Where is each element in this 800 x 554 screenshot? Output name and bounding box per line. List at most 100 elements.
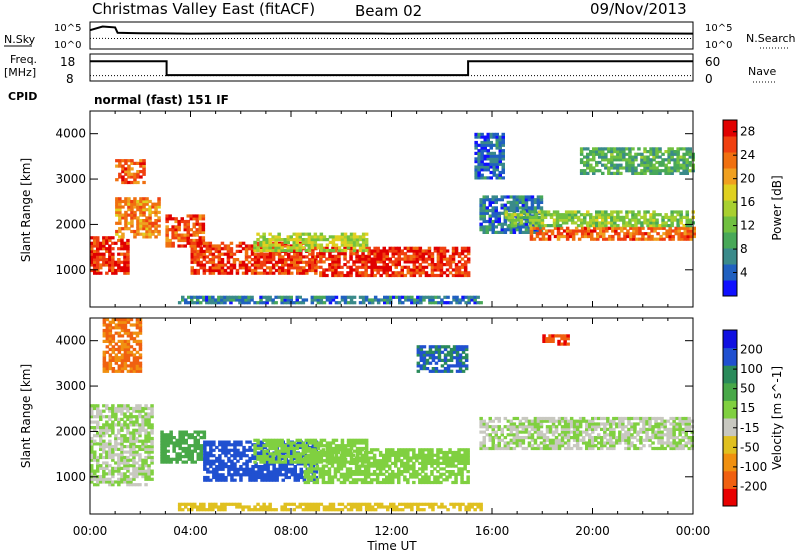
heatmap-cell [370, 252, 374, 256]
heatmap-cell [367, 502, 372, 506]
heatmap-cell [689, 232, 693, 236]
heatmap-cell [492, 160, 496, 164]
heatmap-cell [227, 459, 231, 463]
heatmap-cell [126, 417, 130, 421]
heatmap-cell [118, 208, 122, 212]
heatmap-cell [494, 225, 498, 229]
heatmap-cell [196, 430, 200, 434]
heatmap-cell [682, 147, 686, 151]
heatmap-cell [552, 218, 557, 222]
colorbar-tick-label: 16 [740, 195, 755, 209]
heatmap-cell [321, 480, 326, 485]
heatmap-cell [631, 163, 635, 167]
heatmap-cell [190, 258, 194, 262]
heatmap-cell [373, 260, 377, 264]
heatmap-cell [217, 301, 221, 305]
heatmap-cell [283, 238, 287, 242]
heatmap-cell [336, 470, 341, 474]
heatmap-cell [132, 458, 136, 462]
heatmap-cell [138, 409, 142, 413]
heatmap-cell [489, 162, 493, 166]
heatmap-cell [105, 241, 109, 245]
heatmap-cell [643, 171, 647, 175]
heatmap-cell [498, 146, 502, 150]
y-tick-label: 3000 [55, 172, 86, 186]
heatmap-cell [403, 246, 408, 250]
heatmap-cell [655, 147, 659, 151]
heatmap-cell [301, 460, 306, 464]
heatmap-cell [93, 238, 97, 243]
heatmap-cell [391, 461, 395, 465]
heatmap-cell [235, 249, 240, 253]
heatmap-cell [385, 263, 389, 267]
heatmap-cell [401, 502, 405, 506]
heatmap-cell [486, 168, 490, 172]
heatmap-cell [389, 505, 393, 509]
heatmap-cell [512, 438, 517, 442]
heatmap-cell [397, 254, 401, 258]
heatmap-cell [492, 165, 496, 169]
heatmap-cell [299, 268, 303, 273]
heatmap-cell [324, 464, 329, 468]
heatmap-cell [199, 301, 203, 305]
heatmap-cell [127, 197, 131, 201]
heatmap-cell [342, 453, 347, 457]
heatmap-cell [117, 423, 121, 427]
heatmap-cell [248, 445, 252, 450]
heatmap-cell [271, 455, 275, 459]
heatmap-cell [193, 438, 197, 442]
heatmap-cell [412, 265, 417, 269]
heatmap-cell [296, 271, 300, 275]
heatmap-cell [126, 458, 130, 462]
heatmap-cell [367, 246, 371, 250]
heatmap-cell [150, 458, 154, 462]
heatmap-cell [189, 233, 193, 237]
heatmap-cell [676, 163, 680, 167]
heatmap-cell [322, 268, 326, 272]
heatmap-cell [337, 444, 342, 448]
heatmap-cell [340, 243, 345, 247]
heatmap-cell [404, 295, 408, 299]
heatmap-cell [649, 147, 653, 151]
heatmap-cell [683, 226, 687, 230]
heatmap-cell [662, 237, 666, 241]
heatmap-cell [661, 221, 665, 225]
heatmap-cell [114, 466, 118, 470]
heatmap-cell [686, 226, 690, 230]
heatmap-cell [680, 237, 684, 241]
heatmap-cell [586, 213, 590, 217]
heatmap-cell [214, 247, 219, 251]
heatmap-cell [150, 461, 154, 465]
heatmap-cell [366, 472, 371, 476]
heatmap-cell [272, 473, 276, 477]
heatmap-cell [461, 295, 465, 299]
heatmap-cell [652, 224, 656, 228]
heatmap-cell [397, 467, 401, 471]
heatmap-cell [124, 216, 128, 220]
heatmap-cell [181, 441, 185, 445]
heatmap-cell [631, 166, 635, 170]
heatmap-cell [127, 205, 131, 209]
heatmap-cell [340, 248, 345, 253]
heatmap-cell [268, 232, 272, 236]
heatmap-cell [303, 470, 308, 474]
heatmap-cell [242, 462, 246, 466]
heatmap-cell [283, 460, 287, 464]
heatmap-cell [292, 449, 296, 453]
heatmap-cell [403, 467, 407, 471]
heatmap-cell [120, 480, 124, 484]
heatmap-cell [244, 263, 249, 267]
heatmap-cell [561, 215, 566, 219]
heatmap-cell [295, 446, 299, 451]
heatmap-cell [598, 221, 602, 225]
heatmap-cell [136, 224, 140, 228]
heatmap-cell [491, 209, 495, 213]
heatmap-cell [545, 444, 550, 448]
heatmap-cell [108, 415, 112, 419]
heatmap-cell [389, 301, 393, 305]
heatmap-cell [265, 457, 269, 461]
heatmap-cell [375, 480, 380, 485]
heatmap-cell [209, 459, 213, 463]
heatmap-cell [108, 409, 112, 413]
heatmap-cell [364, 268, 368, 272]
